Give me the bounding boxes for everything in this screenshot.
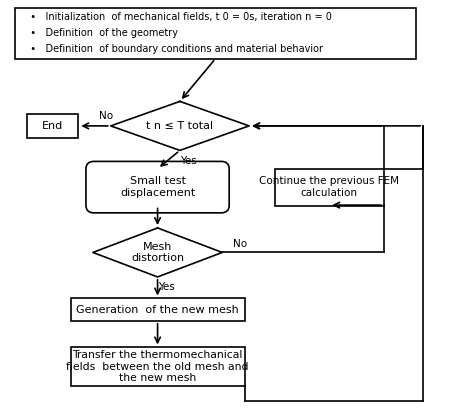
Text: Continue the previous FEM
calculation: Continue the previous FEM calculation <box>260 176 399 198</box>
Text: Transfer the thermomechanical
fields  between the old mesh and
the new mesh: Transfer the thermomechanical fields bet… <box>66 350 249 383</box>
Text: Mesh
distortion: Mesh distortion <box>131 242 184 263</box>
Text: •   Initialization  of mechanical fields, t 0 = 0s, iteration n = 0
  •   Defini: • Initialization of mechanical fields, t… <box>24 12 331 53</box>
Text: Small test
displacement: Small test displacement <box>120 176 195 198</box>
Bar <box>15 7 416 58</box>
Bar <box>70 347 245 386</box>
Text: No: No <box>233 239 247 249</box>
Text: Yes: Yes <box>180 156 197 166</box>
Text: t n ≤ T total: t n ≤ T total <box>146 121 213 131</box>
Polygon shape <box>93 228 222 277</box>
Bar <box>27 114 79 138</box>
Text: Generation  of the new mesh: Generation of the new mesh <box>76 305 239 314</box>
FancyBboxPatch shape <box>86 162 229 213</box>
Bar <box>70 298 245 321</box>
Text: No: No <box>99 111 113 121</box>
Polygon shape <box>111 102 249 150</box>
Bar <box>275 169 384 206</box>
Text: Yes: Yes <box>158 282 175 292</box>
Text: End: End <box>42 121 63 131</box>
